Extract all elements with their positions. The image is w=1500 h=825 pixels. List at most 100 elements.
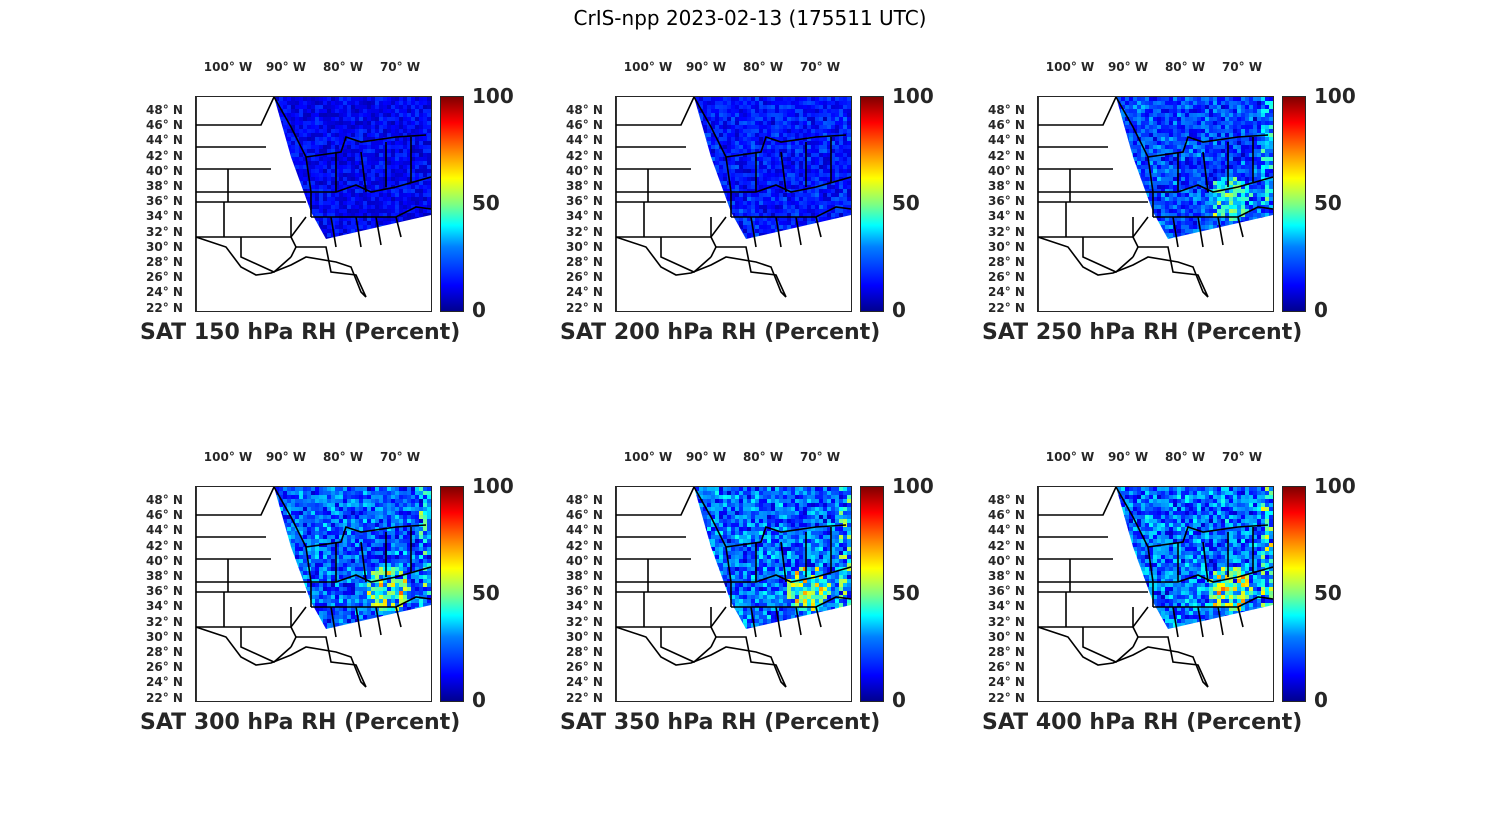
lat-tick-label: 28° N [566,255,603,269]
state-border [1038,216,1149,238]
state-border [311,596,431,608]
lat-tick-label: 22° N [988,690,1025,705]
state-border [693,487,732,583]
state-border [795,606,802,636]
state-border [750,606,757,638]
lat-tick-label: 36° N [146,584,183,599]
lon-tick-label: 100° W [623,450,673,464]
colorbar-tick-label: 100 [892,474,934,498]
state-border [731,206,851,218]
state-border [725,524,847,548]
lon-tick-label: 100° W [1045,450,1095,464]
coastline [616,236,787,298]
state-border [780,151,787,193]
lon-tick-label: 80° W [322,450,364,464]
map-panel: 100° W 90° W 80° W 70° W 48° N 46° N 44° N 42° … [982,446,1402,746]
lat-tick-label: 38° N [146,569,183,583]
lon-tick-label: 90° W [1107,450,1149,464]
lat-tick-label: 42° N [988,148,1025,163]
lat-tick-label: 40° N [146,553,183,568]
colorbar-tick-label: 50 [1314,191,1342,215]
lat-tick-label: 30° N [988,629,1025,644]
state-border [290,607,297,648]
map-plot [615,96,852,312]
state-border [1132,217,1139,258]
lat-tick-label: 26° N [988,660,1025,675]
lat-tick-label: 34° N [146,599,183,614]
lat-tick-label: 38° N [566,179,603,193]
lat-tick-label: 44° N [146,133,183,148]
state-border [1138,636,1209,688]
map-panel: 100° W 90° W 80° W 70° W 48° N 46° N 44° N 42° … [140,446,560,746]
state-border [1153,206,1273,218]
lat-tick-label: 40° N [566,163,603,178]
colorbar-tick-label: 50 [892,581,920,605]
colorbar-tick-label: 0 [1314,298,1328,322]
colorbar-tick-label: 100 [1314,474,1356,498]
lat-tick-label: 28° N [988,255,1025,269]
lat-tick-label: 32° N [566,224,603,239]
lat-tick-label: 30° N [146,629,183,644]
state-border [1237,606,1244,628]
colorbar [440,96,464,312]
panel-title: SAT 150 hPa RH (Percent) [140,320,461,345]
map-plot [1037,96,1274,312]
state-border [1132,607,1139,648]
state-border [616,191,732,217]
state-border [660,237,712,273]
state-border [731,566,851,583]
panel-title: SAT 250 hPa RH (Percent) [982,320,1303,345]
rh-swath [616,487,851,701]
lat-tick-label: 22° N [566,690,603,705]
lat-tick-label: 24° N [146,285,183,300]
state-border [815,216,822,238]
lat-tick-label: 44° N [146,523,183,538]
state-border [1217,606,1224,636]
lat-tick-label: 46° N [566,508,603,523]
lon-tick-label: 90° W [265,60,307,74]
state-border [1153,176,1273,193]
state-border [660,627,712,663]
state-border [296,636,367,688]
coastline [616,626,787,688]
lat-tick-label: 40° N [566,553,603,568]
colorbar-tick-label: 100 [472,84,514,108]
lon-tick-label: 90° W [685,450,727,464]
lat-tick-label: 42° N [146,538,183,553]
lat-tick-label: 32° N [146,614,183,629]
colorbar-tick-label: 0 [892,688,906,712]
state-border [731,596,851,608]
map-panel: 100° W 90° W 80° W 70° W 48° N 46° N 44° N 42° … [982,56,1402,356]
state-border [290,217,297,258]
colorbar-tick-label: 0 [892,298,906,322]
lat-tick-label: 22° N [566,300,603,315]
state-border [1147,524,1269,548]
map-plot [1037,486,1274,702]
lon-tick-label: 70° W [1221,60,1263,74]
lat-tick-label: 42° N [566,148,603,163]
lat-tick-label: 44° N [566,133,603,148]
state-border [196,487,275,516]
lat-tick-label: 28° N [566,645,603,659]
lat-tick-label: 40° N [988,163,1025,178]
colorbar-tick-label: 50 [472,191,500,215]
colorbar [1282,486,1306,702]
lat-tick-label: 48° N [146,103,183,117]
lon-tick-label: 100° W [203,450,253,464]
lat-tick-label: 24° N [146,675,183,690]
lon-tick-label: 100° W [623,60,673,74]
state-border [296,246,367,298]
lon-tick-label: 80° W [742,60,784,74]
lat-tick-label: 38° N [988,179,1025,193]
lat-tick-label: 48° N [988,103,1025,117]
map-panel: 100° W 90° W 80° W 70° W 48° N 46° N 44° N 42° … [560,446,980,746]
state-border [775,216,782,248]
lon-tick-label: 70° W [379,60,421,74]
colorbar-tick-label: 100 [472,474,514,498]
colorbar [1282,96,1306,312]
panel-title: SAT 300 hPa RH (Percent) [140,710,461,735]
state-border [305,134,427,158]
state-border [196,216,307,238]
lon-tick-label: 90° W [685,60,727,74]
lat-tick-label: 32° N [988,614,1025,629]
